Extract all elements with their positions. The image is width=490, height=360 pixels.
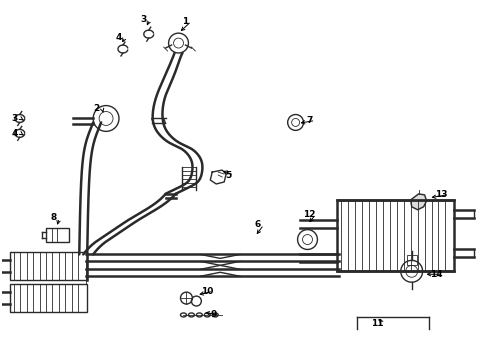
- Text: 4: 4: [116, 33, 122, 42]
- Bar: [337, 200, 454, 271]
- Polygon shape: [411, 194, 427, 210]
- Bar: [46, 228, 70, 242]
- Text: 1: 1: [182, 17, 189, 26]
- Text: 14: 14: [430, 270, 443, 279]
- Bar: [10, 252, 87, 280]
- Text: 3: 3: [141, 15, 147, 24]
- Text: 7: 7: [306, 116, 313, 125]
- Text: 4: 4: [12, 129, 18, 138]
- Text: 13: 13: [435, 190, 448, 199]
- Text: 10: 10: [201, 287, 214, 296]
- Text: 2: 2: [93, 104, 99, 113]
- Text: 6: 6: [255, 220, 261, 229]
- Bar: [407, 255, 416, 265]
- Text: 9: 9: [210, 310, 217, 319]
- Text: 3: 3: [12, 114, 18, 123]
- Bar: [10, 284, 87, 312]
- Text: 5: 5: [225, 171, 231, 180]
- Text: 11: 11: [371, 319, 383, 328]
- Text: 12: 12: [303, 210, 316, 219]
- Text: 8: 8: [50, 213, 57, 222]
